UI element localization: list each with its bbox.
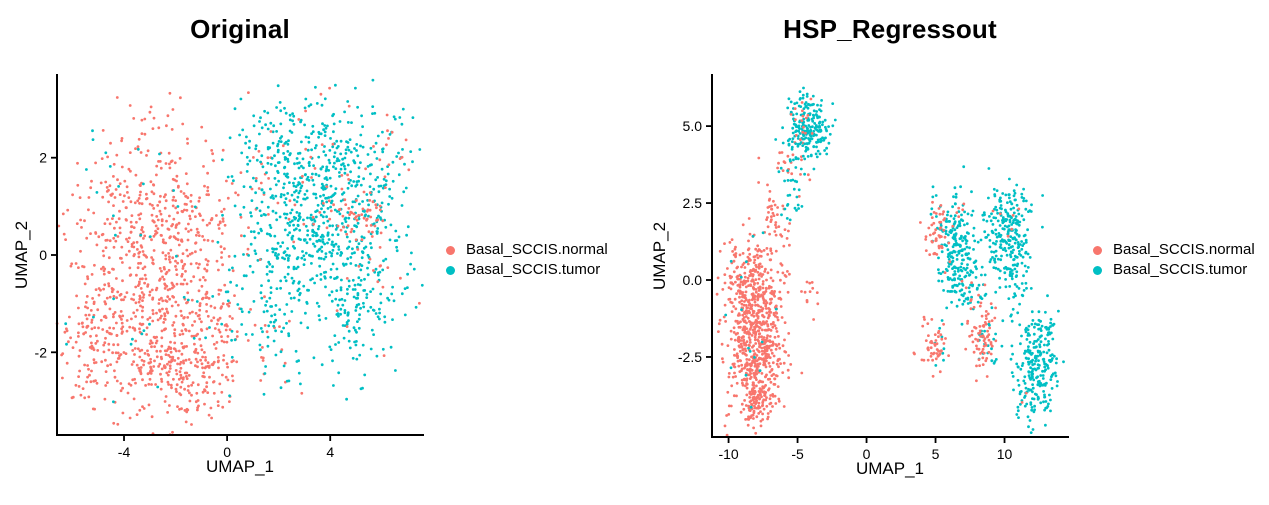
legend-item-tumor: Basal_SCCIS.tumor	[446, 261, 608, 278]
x-axis-ticks: -10 -5 0 5 10	[718, 437, 1013, 462]
y-tick-label: -2.5	[678, 349, 702, 365]
y-axis-title-hsp: UMAP_2	[650, 221, 669, 291]
y-tick-label: 0	[39, 247, 47, 263]
legend-original: Basal_SCCIS.normal Basal_SCCIS.tumor	[446, 241, 608, 278]
axes	[711, 74, 1069, 438]
scatter-points-layer	[55, 78, 424, 436]
legend-item-normal: Basal_SCCIS.normal	[1093, 241, 1255, 258]
plot-title-original: Original	[190, 14, 290, 44]
x-tick-label: 0	[863, 446, 871, 462]
umap-plot-original: -4 0 4 2 0 -2	[35, 74, 424, 460]
x-tick-label: 10	[997, 446, 1013, 462]
x-axis-title-hsp: UMAP_1	[855, 459, 925, 478]
y-tick-label: 2	[39, 150, 47, 166]
legend-dot-normal-icon	[446, 245, 455, 255]
legend-label-normal: Basal_SCCIS.normal	[1113, 241, 1255, 258]
x-tick-label: 5	[932, 446, 940, 462]
y-tick-label: 5.0	[683, 118, 703, 134]
x-tick-label: -10	[718, 446, 738, 462]
legend-item-normal: Basal_SCCIS.normal	[446, 241, 608, 258]
scatter-points-layer	[715, 86, 1065, 437]
legend-dot-tumor-icon	[446, 265, 455, 275]
legend-label-tumor: Basal_SCCIS.tumor	[466, 261, 601, 278]
y-axis-ticks: 5.0 2.5 0.0 -2.5	[678, 118, 712, 365]
x-axis-ticks: -4 0 4	[118, 435, 334, 460]
legend-hsp: Basal_SCCIS.normal Basal_SCCIS.tumor	[1093, 241, 1255, 278]
x-tick-label: -5	[791, 446, 804, 462]
legend-dot-tumor-icon	[1093, 265, 1102, 275]
y-tick-label: 0.0	[683, 272, 703, 288]
y-tick-label: 2.5	[683, 195, 703, 211]
y-axis-ticks: 2 0 -2	[35, 150, 57, 360]
plot-title-hsp-regressout: HSP_Regressout	[783, 14, 997, 44]
legend-label-tumor: Basal_SCCIS.tumor	[1113, 261, 1248, 278]
legend-dot-normal-icon	[1093, 245, 1102, 255]
legend-item-tumor: Basal_SCCIS.tumor	[1093, 261, 1255, 278]
x-axis-title-original: UMAP_1	[205, 457, 275, 476]
umap-plot-hsp-regressout: -10 -5 0 5 10 5.0 2.5 0.0 -2.5	[678, 74, 1069, 462]
x-tick-label: 4	[326, 444, 334, 460]
x-tick-label: 0	[223, 444, 231, 460]
y-axis-title-original: UMAP_2	[12, 220, 31, 290]
x-tick-label: -4	[118, 444, 131, 460]
legend-label-normal: Basal_SCCIS.normal	[466, 241, 608, 258]
y-tick-label: -2	[35, 344, 48, 360]
